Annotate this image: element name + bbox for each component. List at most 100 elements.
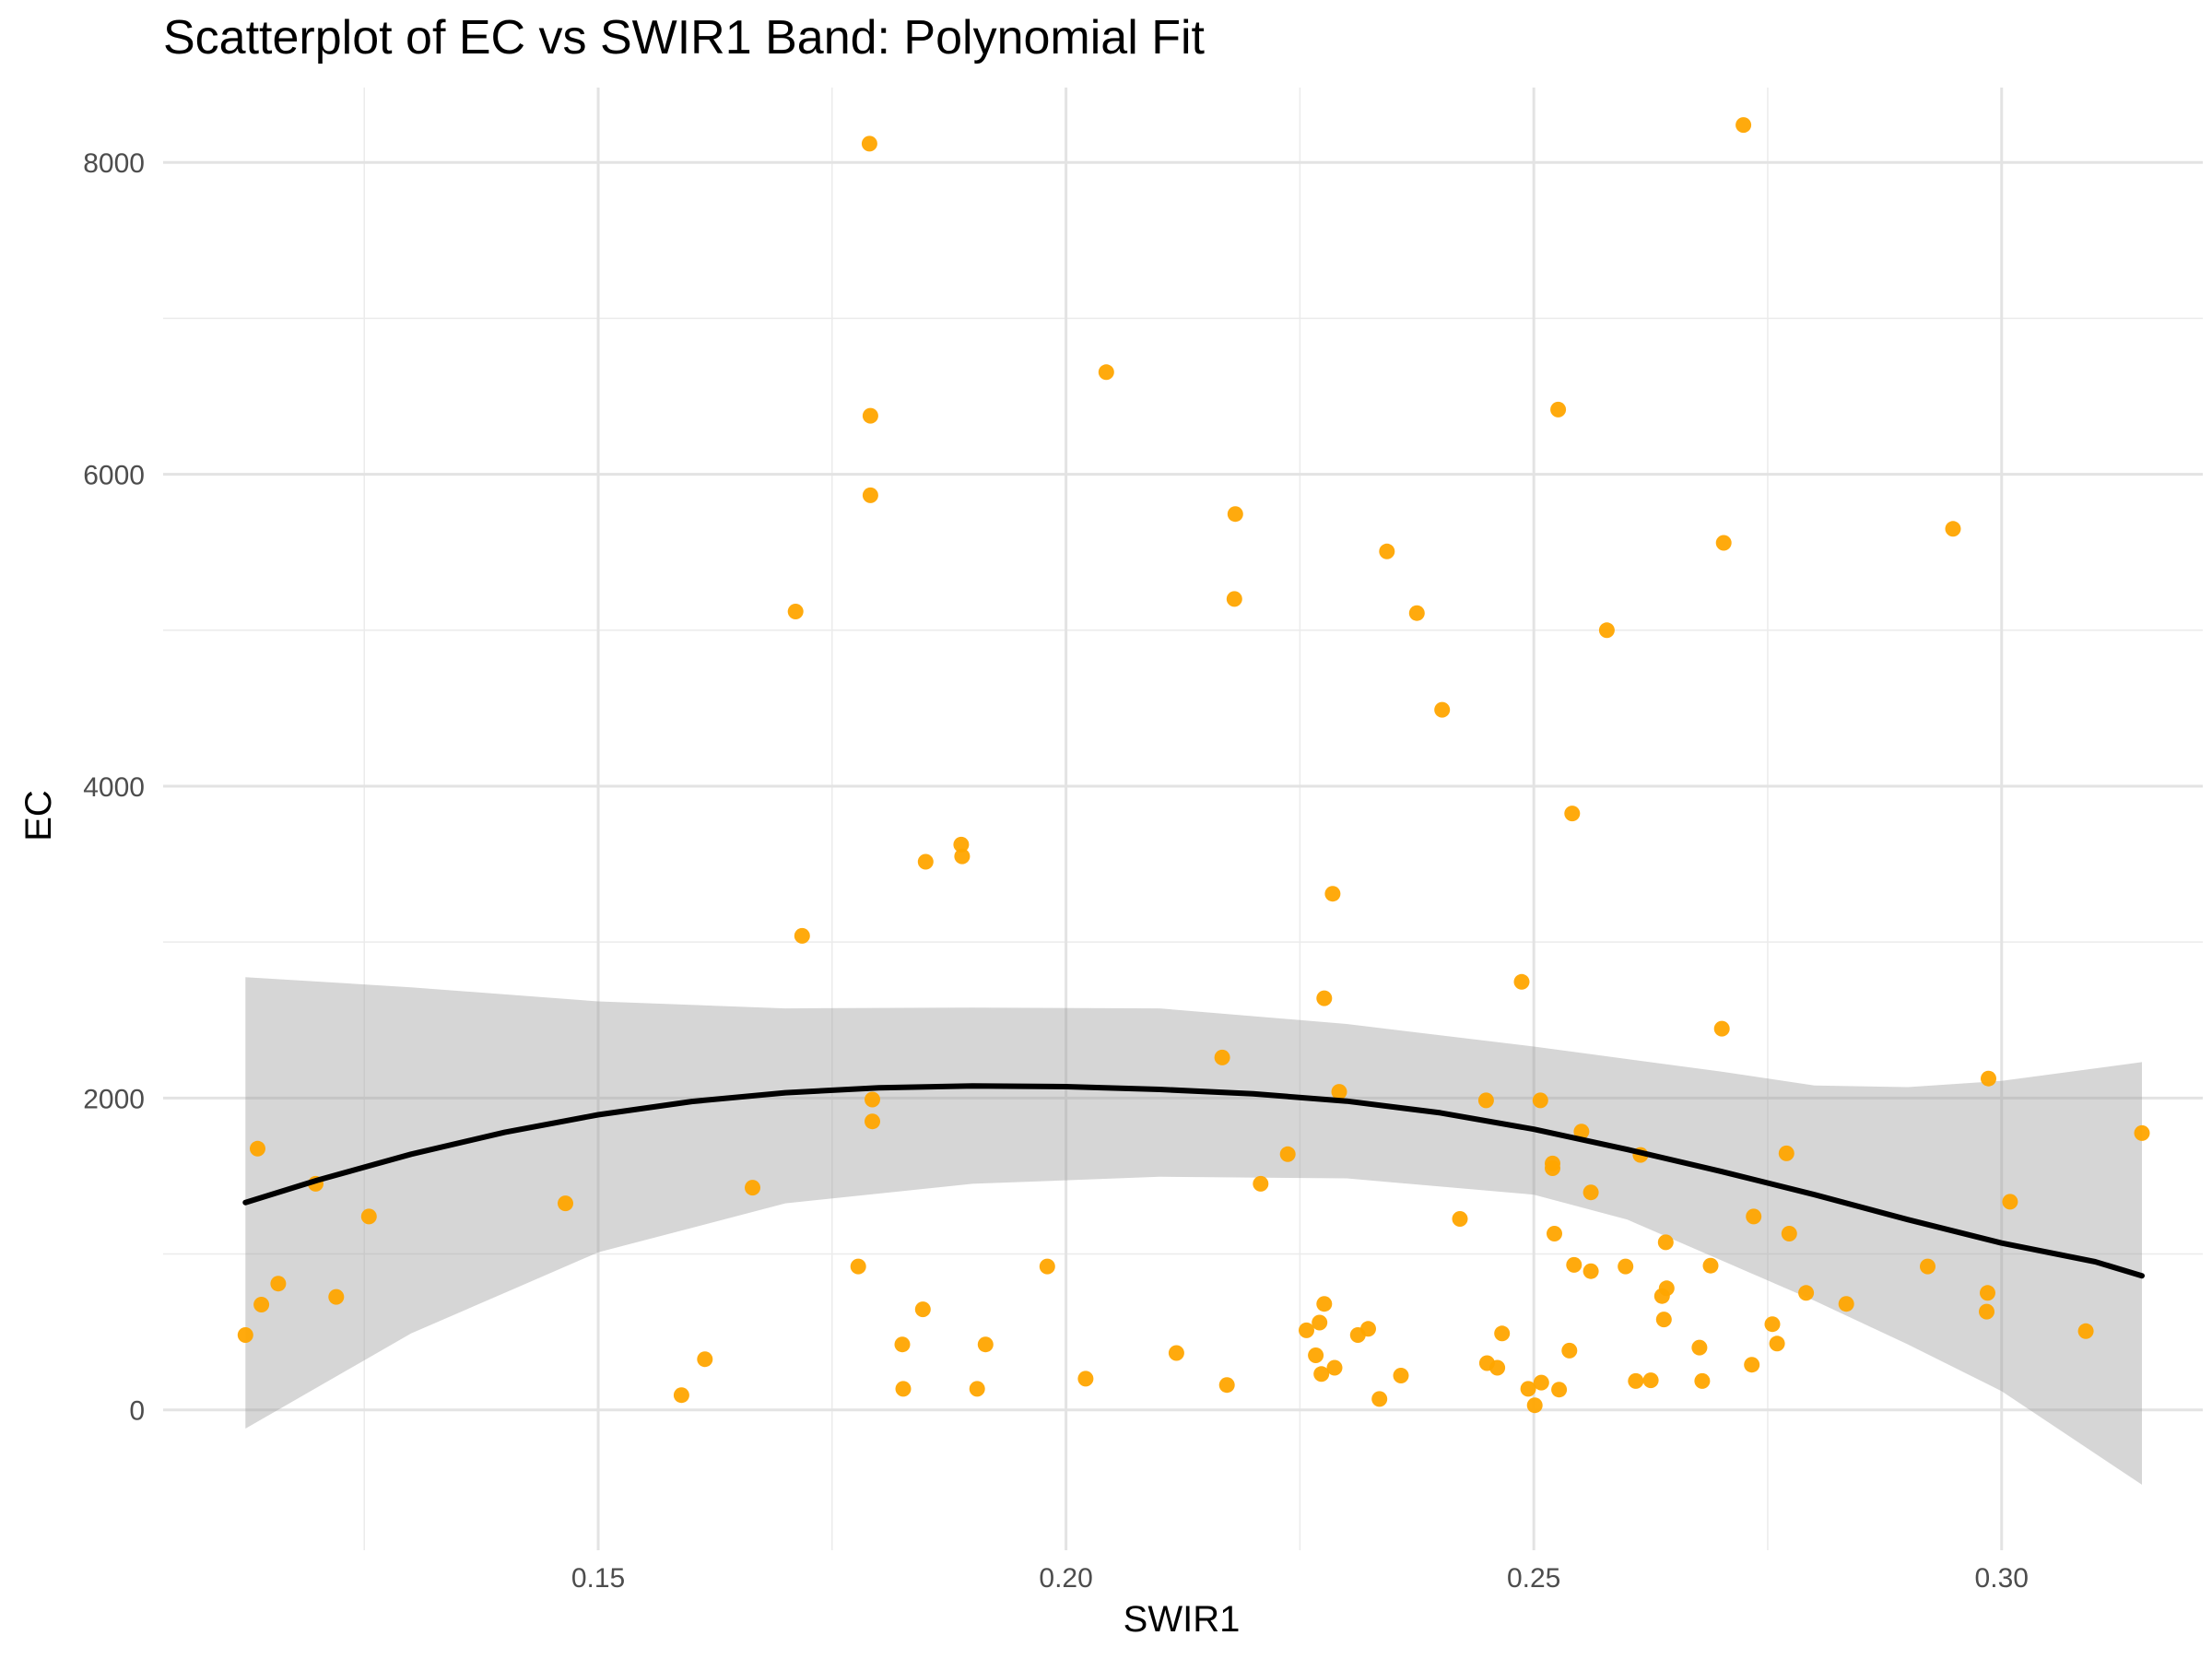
data-point (1312, 1314, 1328, 1331)
y-axis-ticks: 0 2000 4000 6000 8000 (83, 148, 145, 1427)
data-point (862, 407, 878, 424)
data-point (1702, 1257, 1719, 1274)
data-point (1526, 1397, 1543, 1414)
data-point (1981, 1070, 1996, 1087)
data-point (1735, 117, 1752, 134)
data-point (1583, 1184, 1599, 1201)
data-point (558, 1195, 573, 1212)
data-point (697, 1351, 713, 1368)
data-point (1489, 1359, 1506, 1376)
data-point (787, 604, 804, 619)
data-point (1326, 1359, 1343, 1376)
data-point (1227, 506, 1243, 523)
data-point (1642, 1372, 1659, 1389)
data-point (1408, 605, 1425, 621)
y-tick-label: 6000 (83, 461, 145, 491)
confidence-ribbon (245, 977, 2142, 1485)
x-axis-ticks: 0.15 0.20 0.25 0.30 (571, 1563, 2029, 1594)
data-point (1573, 1124, 1590, 1140)
data-point (1324, 886, 1341, 902)
x-tick-label: 0.30 (1975, 1563, 2029, 1594)
data-point (1316, 990, 1333, 1006)
data-point (1658, 1280, 1675, 1297)
x-tick-label: 0.20 (1039, 1563, 1092, 1594)
data-point (1098, 364, 1114, 381)
data-point (1657, 1234, 1674, 1251)
data-point (1945, 521, 1961, 537)
data-point (1477, 1092, 1494, 1109)
data-point (1226, 591, 1242, 607)
data-point (894, 1336, 911, 1353)
data-point (1691, 1339, 1708, 1356)
data-point (1039, 1258, 1055, 1275)
major-gridlines (163, 88, 2203, 1550)
y-axis-title: EC (18, 790, 59, 841)
data-point (360, 1208, 377, 1225)
minor-gridlines (163, 88, 2203, 1550)
data-point (1313, 1366, 1330, 1382)
data-point (1545, 1160, 1560, 1176)
data-point (954, 848, 971, 865)
y-tick-label: 0 (129, 1396, 145, 1427)
data-point (861, 135, 877, 152)
data-point (1253, 1175, 1269, 1192)
data-point (1655, 1312, 1672, 1328)
data-point (1561, 1342, 1578, 1359)
data-point (1838, 1296, 1854, 1312)
data-point (1550, 401, 1567, 418)
data-point (917, 853, 934, 870)
data-point (1715, 535, 1732, 551)
y-tick-label: 4000 (83, 772, 145, 803)
data-point (865, 1091, 880, 1108)
x-tick-label: 0.25 (1507, 1563, 1560, 1594)
data-point (865, 1113, 880, 1130)
data-point (1920, 1258, 1936, 1275)
data-point (1360, 1321, 1376, 1337)
data-point (1583, 1263, 1599, 1279)
data-point (1452, 1211, 1468, 1227)
data-point (1628, 1372, 1644, 1389)
polynomial-fit-line (242, 1083, 2145, 1279)
data-point (1979, 1303, 1994, 1320)
data-point (1279, 1146, 1296, 1162)
data-point (969, 1381, 985, 1397)
data-point (1798, 1285, 1815, 1301)
data-point (1566, 1256, 1583, 1273)
data-point (1077, 1371, 1094, 1387)
data-point (673, 1387, 689, 1404)
data-point (953, 836, 970, 853)
data-point (1547, 1226, 1562, 1241)
data-point (1218, 1377, 1235, 1394)
data-point (794, 927, 810, 944)
x-tick-label: 0.15 (571, 1563, 625, 1594)
data-point (862, 487, 878, 503)
data-point (250, 1140, 265, 1157)
data-point (1713, 1020, 1730, 1037)
data-point (1533, 1374, 1549, 1391)
data-point (977, 1336, 994, 1353)
y-tick-label: 8000 (83, 148, 145, 179)
data-point (253, 1297, 270, 1312)
data-point (1494, 1325, 1511, 1342)
data-point (1618, 1258, 1634, 1275)
data-points (237, 117, 2150, 1414)
chart-title: Scatterplot of EC vs SWIR1 Band: Polynom… (163, 11, 1206, 65)
data-point (1168, 1345, 1184, 1361)
data-point (1764, 1316, 1781, 1333)
data-point (850, 1258, 866, 1275)
data-point (1316, 1296, 1333, 1312)
data-point (328, 1288, 345, 1305)
data-point (1769, 1335, 1785, 1352)
data-point (1513, 973, 1530, 990)
data-point (270, 1276, 287, 1292)
data-point (1308, 1347, 1324, 1363)
x-axis-title: SWIR1 (1124, 1599, 1241, 1640)
data-point (1564, 806, 1581, 822)
data-point (745, 1180, 760, 1196)
data-point (1694, 1372, 1711, 1389)
data-point (1980, 1285, 1995, 1301)
data-point (2077, 1323, 2094, 1339)
data-point (1551, 1382, 1568, 1398)
